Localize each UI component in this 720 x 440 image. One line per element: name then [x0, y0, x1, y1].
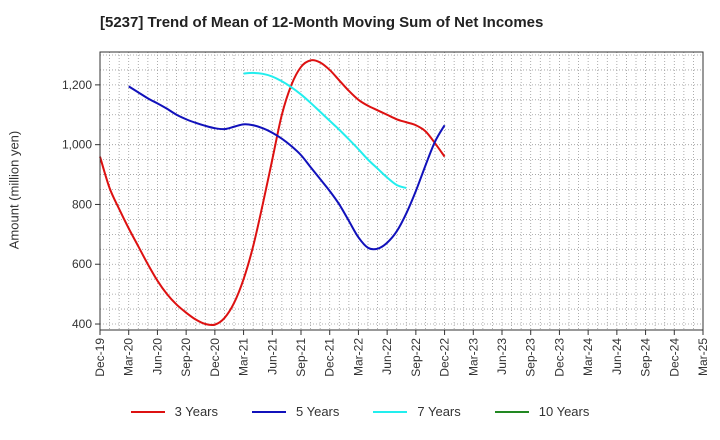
- legend-swatch: [373, 410, 408, 413]
- x-tick-label: Jun-20: [150, 338, 164, 375]
- x-tick-label: Dec-24: [667, 338, 681, 377]
- x-tick-label: Jun-21: [265, 338, 279, 375]
- x-tick-label: Dec-21: [323, 338, 337, 377]
- x-tick-label: Jun-24: [610, 338, 624, 375]
- x-tick-label: Mar-20: [122, 338, 136, 376]
- x-tick-label: Sep-22: [409, 338, 423, 377]
- y-tick-label: 400: [72, 317, 92, 331]
- x-tick-label: Mar-24: [581, 338, 595, 376]
- series-layer: [99, 59, 446, 327]
- legend-item: 5 Years: [252, 404, 339, 419]
- x-tick-label: Sep-20: [179, 338, 193, 377]
- x-tick-label: Mar-22: [351, 338, 365, 376]
- y-tick-label: 600: [72, 257, 92, 271]
- axis-layer: 400 600 800 1,000 1,200 Dec-19 Mar-20 Jun-20 Sep…: [62, 51, 710, 377]
- legend-swatch: [494, 410, 529, 413]
- legend-label: 5 Years: [296, 404, 340, 419]
- legend-label: 3 Years: [174, 404, 218, 419]
- legend: 3 Years 5 Years 7 Years 10 Years: [0, 404, 720, 419]
- legend-label: 10 Years: [538, 404, 590, 419]
- chart-title: [5237] Trend of Mean of 12-Month Moving …: [100, 14, 544, 31]
- x-tick-label: Dec-23: [552, 338, 566, 377]
- x-tick-label: Sep-24: [639, 338, 653, 377]
- legend-item: 7 Years: [373, 404, 461, 419]
- x-tick-label: Mar-23: [466, 338, 480, 376]
- x-tick-label: Mar-25: [696, 338, 710, 376]
- grid-layer: [100, 52, 703, 330]
- y-tick-label: 1,200: [62, 78, 92, 92]
- x-tick-label: Dec-22: [438, 338, 452, 377]
- x-tick-label: Sep-21: [294, 338, 308, 377]
- y-tick-label: 1,000: [62, 138, 92, 152]
- x-tick-label: Sep-23: [524, 338, 538, 377]
- x-tick-label: Dec-20: [208, 338, 222, 377]
- legend-swatch: [252, 410, 286, 413]
- legend-item: 10 Years: [494, 404, 590, 419]
- x-tick-label: Jun-23: [495, 338, 509, 375]
- series-line-5-years: [128, 85, 446, 251]
- y-tick-label: 800: [72, 197, 92, 211]
- series-line-3-years: [99, 59, 446, 327]
- legend-label: 7 Years: [417, 404, 461, 419]
- series-line-7-years: [243, 71, 407, 189]
- x-tick-label: Jun-22: [380, 338, 394, 375]
- legend-swatch: [130, 410, 165, 413]
- x-tick-label: Mar-21: [237, 338, 251, 376]
- plot-area-frame: [99, 51, 704, 331]
- x-tick-label: Dec-19: [93, 338, 107, 377]
- legend-item: 3 Years: [130, 404, 218, 419]
